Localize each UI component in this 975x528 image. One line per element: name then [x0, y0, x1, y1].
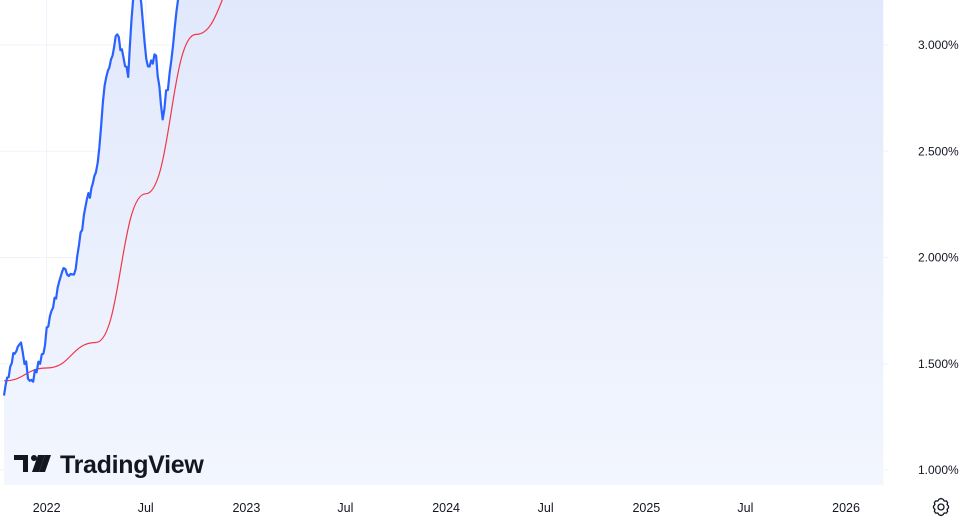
- area-fill-layer: [4, 0, 884, 485]
- x-tick-label: Jul: [337, 501, 353, 515]
- x-tick-label: 2026: [832, 501, 860, 515]
- price-area-fill: [4, 0, 884, 485]
- x-tick-label: 2023: [232, 501, 260, 515]
- y-tick-label: 2.000%: [918, 251, 959, 265]
- y-tick-label: 2.500%: [918, 144, 959, 158]
- x-tick-label: 2025: [632, 501, 660, 515]
- tradingview-logo: TradingView: [14, 451, 205, 479]
- y-tick-label: 1.500%: [918, 357, 959, 371]
- price-layer: [2, 0, 180, 396]
- gear-icon: [932, 497, 950, 517]
- tradingview-logo-mark-icon: [14, 455, 51, 472]
- price-line: [2, 0, 180, 396]
- x-tick-label: Jul: [138, 501, 154, 515]
- y-axis: 1.000%1.500%2.000%2.500%3.000%3.500%4.00…: [918, 38, 959, 477]
- x-tick-label: Jul: [538, 501, 554, 515]
- chart-settings-button[interactable]: [930, 496, 952, 518]
- moving-average-line: [3, 0, 223, 382]
- x-tick-label: 2024: [432, 501, 460, 515]
- x-tick-label: Jul: [737, 501, 753, 515]
- x-tick-label: 2022: [33, 501, 61, 515]
- watermark-brand: TradingView: [60, 451, 204, 479]
- moving-average-layer: [3, 0, 223, 382]
- x-axis: 2022 Jul 2023 Jul 2024 Jul 2025 Jul 2026: [33, 501, 860, 515]
- y-tick-label: 1.000%: [918, 463, 959, 477]
- y-tick-label: 3.000%: [918, 38, 959, 52]
